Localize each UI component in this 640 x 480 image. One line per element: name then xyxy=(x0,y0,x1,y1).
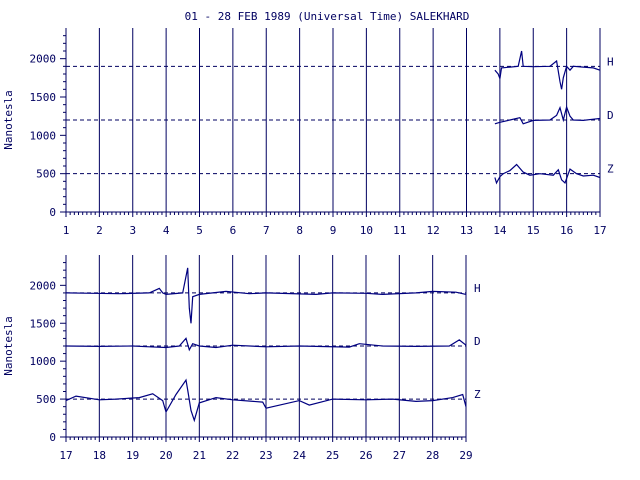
x-tick-label: 3 xyxy=(129,224,136,237)
x-tick-label: 8 xyxy=(296,224,303,237)
x-tick-label: 15 xyxy=(527,224,540,237)
x-tick-label: 22 xyxy=(226,449,239,462)
component-label-d: D xyxy=(474,335,481,348)
x-tick-label: 21 xyxy=(193,449,206,462)
x-tick-label: 24 xyxy=(293,449,307,462)
series-h-trace xyxy=(494,50,601,90)
x-tick-label: 20 xyxy=(159,449,172,462)
x-tick-label: 29 xyxy=(459,449,472,462)
component-label-h: H xyxy=(607,55,614,68)
y-tick-label: 2000 xyxy=(30,279,57,292)
component-label-z: Z xyxy=(474,388,481,401)
x-tick-label: 6 xyxy=(230,224,237,237)
component-label-d: D xyxy=(607,109,614,122)
y-tick-label: 500 xyxy=(36,393,56,406)
x-tick-label: 11 xyxy=(393,224,406,237)
series-z-trace xyxy=(65,378,467,423)
y-tick-label: 1000 xyxy=(30,129,57,142)
y-tick-label: 1500 xyxy=(30,91,57,104)
y-tick-label: 0 xyxy=(49,206,56,219)
x-tick-label: 1 xyxy=(63,224,70,237)
x-tick-label: 9 xyxy=(330,224,337,237)
component-label-h: H xyxy=(474,282,481,295)
chart-title: 01 - 28 FEB 1989 (Universal Time) SALEKH… xyxy=(185,10,470,23)
x-tick-label: 14 xyxy=(493,224,507,237)
y-tick-label: 0 xyxy=(49,431,56,444)
x-tick-label: 23 xyxy=(259,449,272,462)
x-tick-label: 25 xyxy=(326,449,339,462)
panel-top: 1 2 3 4 5 6 7 8 9 10 11 12 13 14 15 16 17050010001500200… xyxy=(2,28,614,237)
x-tick-label: 27 xyxy=(393,449,406,462)
series-d-trace xyxy=(494,104,601,125)
x-tick-label: 19 xyxy=(126,449,139,462)
panel-bottom: 17 18 19 20 21 22 23 24 25 26 27 28 29 0 500 1000 1500 20… xyxy=(2,255,481,462)
x-tick-label: 28 xyxy=(426,449,439,462)
x-tick-label: 17 xyxy=(59,449,72,462)
y-axis-label: Nanotesla xyxy=(2,316,15,376)
x-tick-label: 18 xyxy=(93,449,106,462)
x-tick-label: 5 xyxy=(196,224,203,237)
x-tick-label: 2 xyxy=(96,224,103,237)
series-z-trace xyxy=(494,163,601,185)
y-tick-label: 1500 xyxy=(30,317,57,330)
x-tick-label: 10 xyxy=(360,224,373,237)
x-tick-label: 26 xyxy=(359,449,372,462)
y-tick-label: 2000 xyxy=(30,53,57,66)
y-axis-label: Nanotesla xyxy=(2,90,15,150)
y-tick-label: 500 xyxy=(36,168,56,181)
series-d-trace xyxy=(65,337,467,352)
x-tick-label: 4 xyxy=(163,224,170,237)
x-tick-label: 7 xyxy=(263,224,270,237)
component-label-z: Z xyxy=(607,163,614,176)
x-tick-label: 12 xyxy=(427,224,440,237)
x-tick-label: 17 xyxy=(593,224,606,237)
x-tick-label: 13 xyxy=(460,224,473,237)
x-tick-label: 16 xyxy=(560,224,573,237)
y-tick-label: 1000 xyxy=(30,355,57,368)
series-h-trace xyxy=(65,267,467,324)
